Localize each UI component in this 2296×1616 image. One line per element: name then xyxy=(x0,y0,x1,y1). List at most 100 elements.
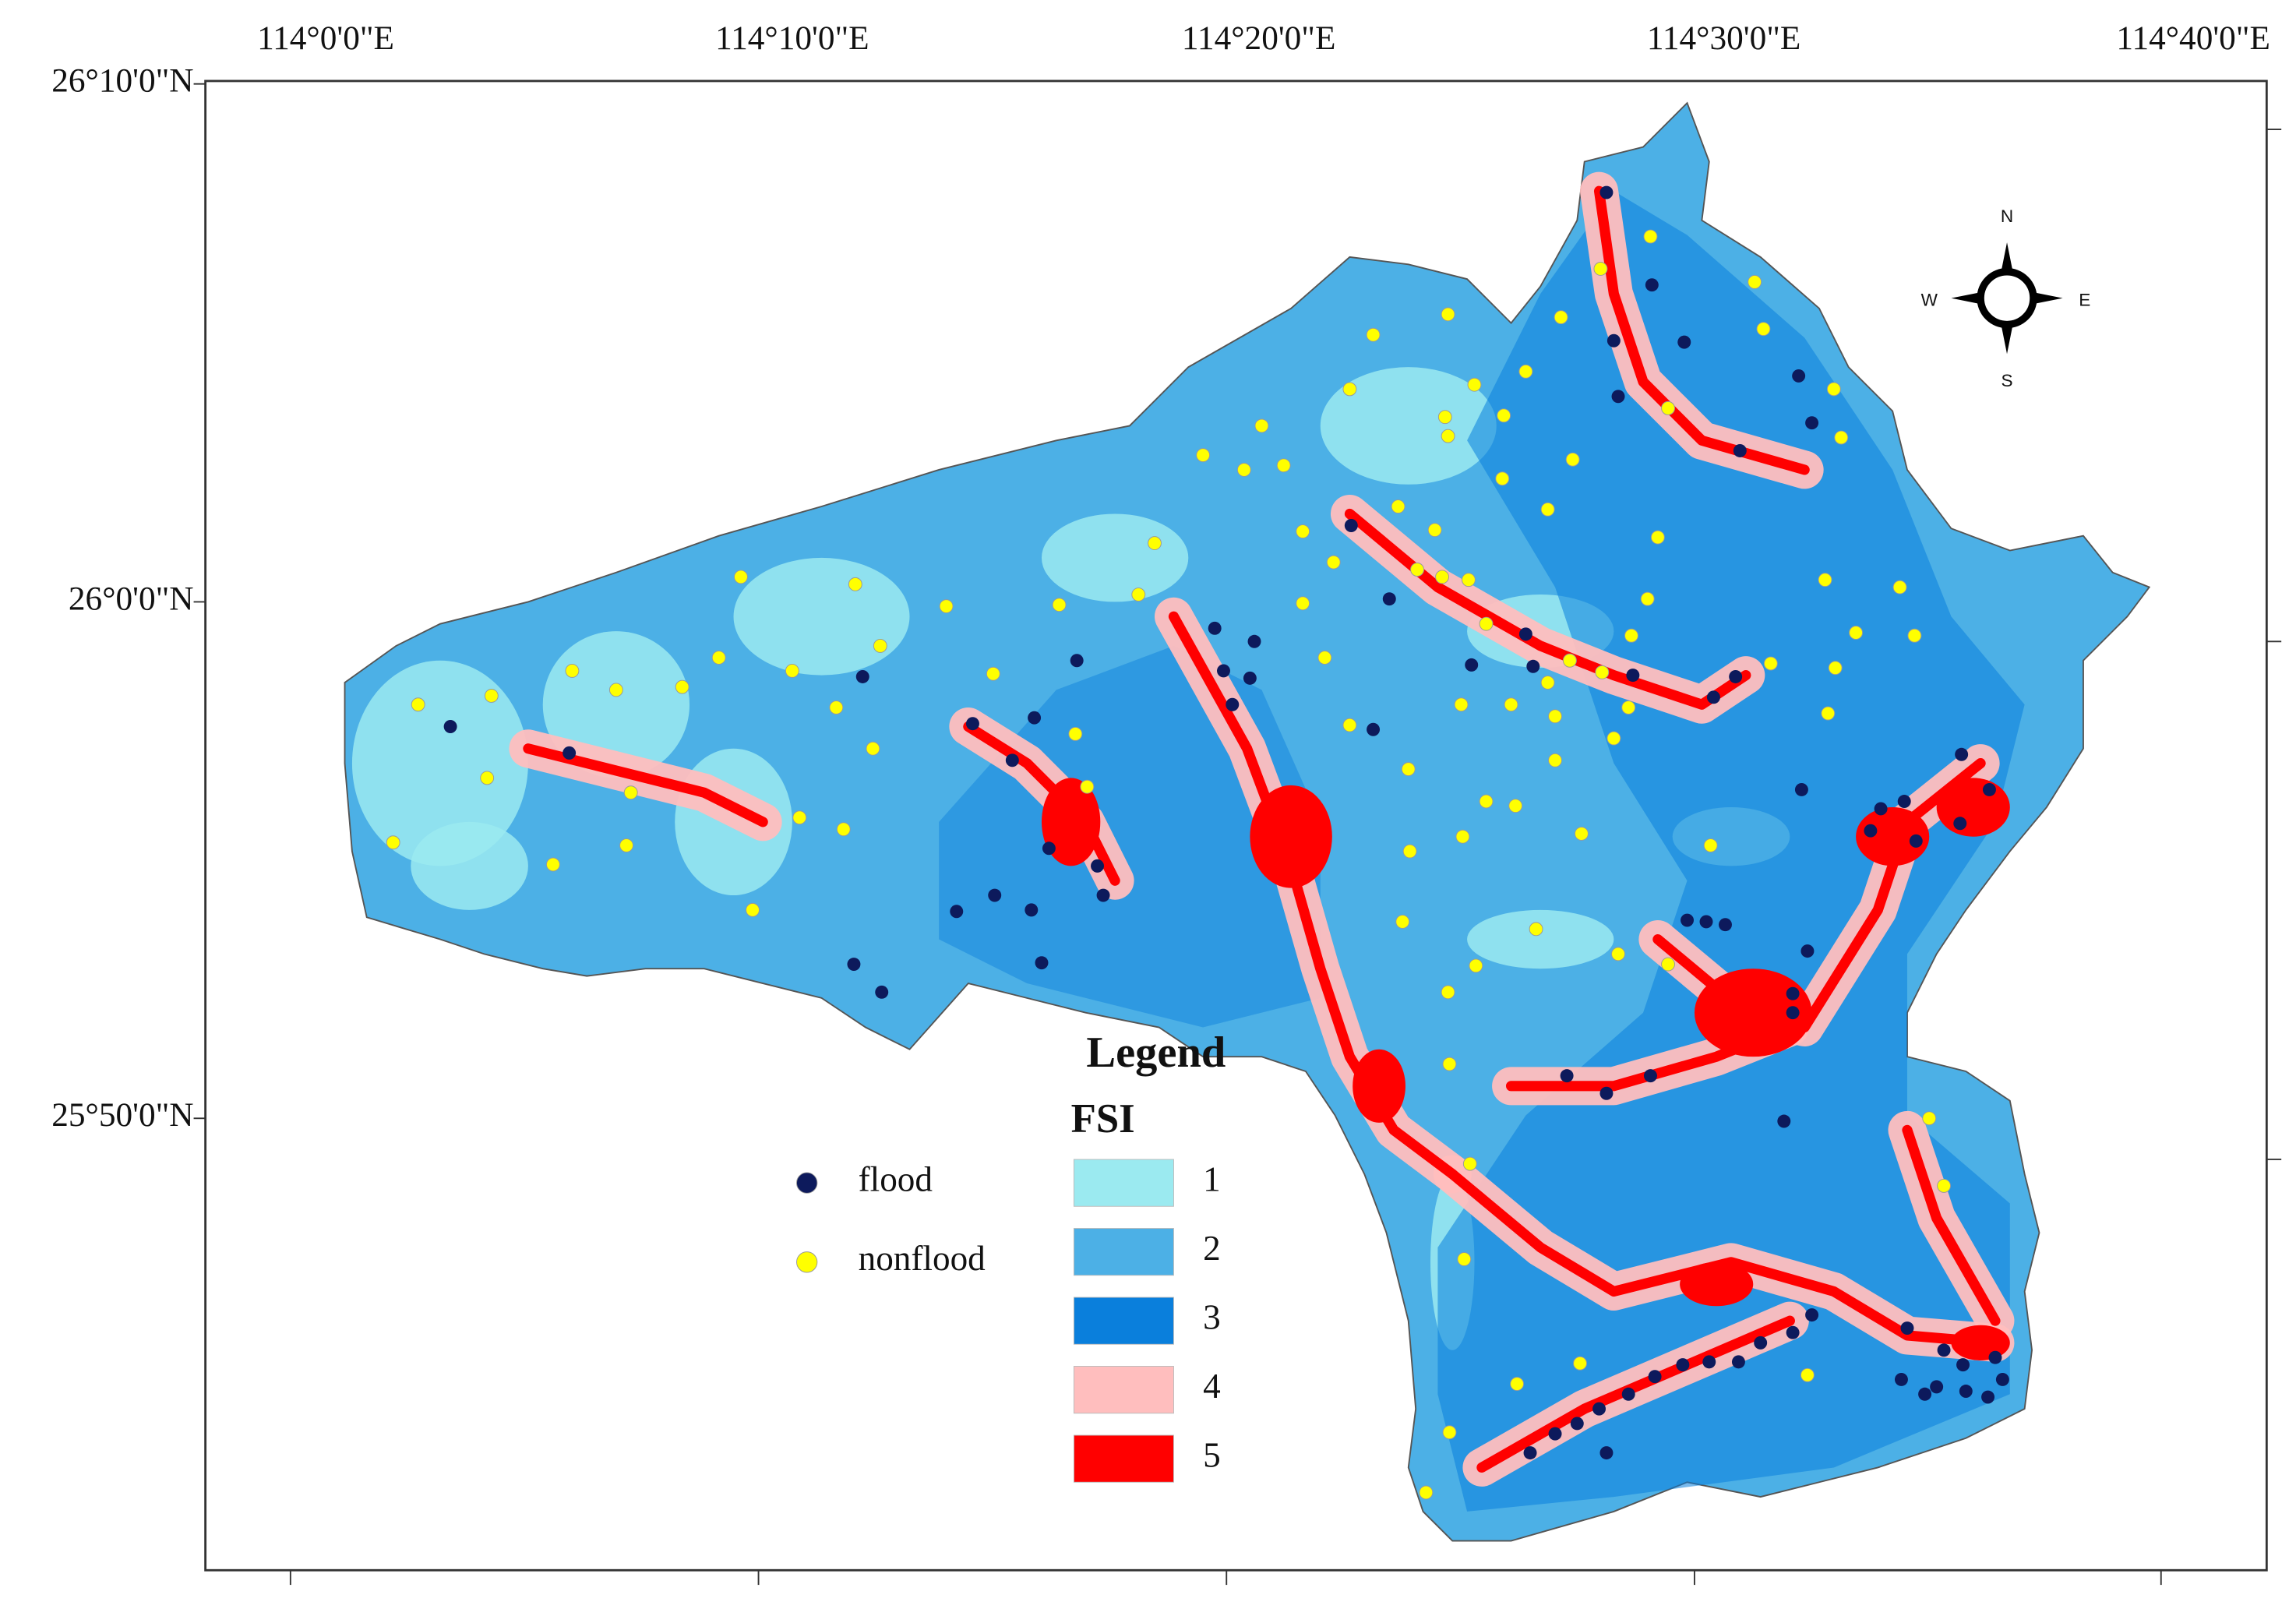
flood-point xyxy=(1217,664,1230,678)
basin xyxy=(344,101,2151,1542)
flood-point xyxy=(1956,1358,1970,1372)
nonflood-point xyxy=(829,700,844,714)
flood-point xyxy=(1523,1446,1537,1460)
nonflood-point xyxy=(1342,718,1357,732)
flood-point xyxy=(1606,333,1621,348)
nonflood-point xyxy=(1442,1425,1457,1440)
fsi-class-label: 2 xyxy=(1203,1229,1221,1268)
compass-w: W xyxy=(1921,290,1938,309)
nonflood-point xyxy=(1457,1252,1472,1266)
fsi-class-label: 4 xyxy=(1203,1367,1221,1406)
fsi-class-1-area xyxy=(411,821,528,910)
nonflood-point xyxy=(1624,628,1638,643)
fsi-class-1-area xyxy=(1467,909,1614,969)
flood-point xyxy=(1786,1325,1800,1339)
flood-point xyxy=(1611,390,1625,404)
nonflood-point xyxy=(1462,1156,1477,1171)
nonflood-point xyxy=(1748,274,1762,289)
nonflood-point xyxy=(986,666,1000,681)
nonflood-point xyxy=(1296,596,1310,611)
flood-point xyxy=(1247,634,1261,648)
nonflood-point xyxy=(1540,502,1555,517)
nonflood-point xyxy=(1661,400,1675,415)
flood-point xyxy=(563,746,577,760)
longitude-label: 114°40'0"E xyxy=(2116,19,2270,57)
flood-point xyxy=(1800,944,1815,958)
longitude-label: 114°20'0"E xyxy=(1182,19,1336,57)
latitude-label: 25°50'0"N xyxy=(51,1096,193,1134)
nonflood-point xyxy=(1800,1367,1815,1382)
nonflood-point xyxy=(1196,448,1211,463)
flood-point xyxy=(1592,1402,1606,1416)
fsi-class-5-zone xyxy=(1250,785,1332,888)
flood-point xyxy=(1981,1390,1995,1404)
fsi-class-5-zone xyxy=(1856,807,1930,866)
nonflood-point xyxy=(1661,957,1675,972)
nonflood-point xyxy=(1052,598,1067,612)
nonflood-point xyxy=(1467,377,1482,392)
nonflood-point xyxy=(1441,307,1455,322)
flood-point xyxy=(1382,592,1396,606)
nonflood-point xyxy=(623,785,638,800)
flood-point xyxy=(443,720,457,733)
fsi-class-label: 5 xyxy=(1203,1436,1221,1475)
flood-point xyxy=(1035,956,1049,970)
fsi-class-1-area xyxy=(542,631,690,778)
flood-point xyxy=(1792,369,1806,383)
flood-point xyxy=(1005,753,1019,767)
flood-point xyxy=(1096,888,1110,902)
flood-point xyxy=(1900,1321,1914,1335)
compass-n: N xyxy=(2001,206,2013,226)
nonflood-point xyxy=(1922,1111,1937,1126)
flood-point xyxy=(1465,658,1479,672)
legend-point-label: flood xyxy=(859,1159,933,1198)
flood-point xyxy=(1599,185,1614,199)
nonflood-point xyxy=(1650,530,1665,545)
nonflood-point xyxy=(1640,591,1655,606)
nonflood-point xyxy=(1510,1377,1525,1392)
fsi-class-3-area xyxy=(1437,191,2025,1512)
nonflood-point xyxy=(873,638,887,653)
nonflood-point xyxy=(1441,429,1455,443)
latitude-label: 26°10'0"N xyxy=(51,62,193,100)
nonflood-point xyxy=(1317,651,1332,665)
nonflood-point xyxy=(1402,844,1417,859)
nonflood-point xyxy=(1834,430,1849,445)
nonflood-point xyxy=(1907,628,1922,643)
flood-point xyxy=(847,958,861,972)
flood-point xyxy=(1794,782,1808,796)
nonflood-point xyxy=(1391,499,1405,513)
nonflood-point xyxy=(1276,458,1291,473)
flood-point xyxy=(1786,986,1800,1000)
flood-point xyxy=(1677,335,1691,349)
nonflood-point xyxy=(711,651,726,665)
flood-point xyxy=(1894,1372,1908,1386)
nonflood-point xyxy=(1504,697,1518,712)
nonflood-point xyxy=(1441,985,1455,1000)
nonflood-point xyxy=(1148,536,1162,551)
nonflood-point xyxy=(939,599,954,614)
nonflood-point xyxy=(1455,829,1470,844)
nonflood-point xyxy=(1575,827,1589,841)
nonflood-point xyxy=(1643,229,1658,244)
nonflood-point xyxy=(1606,731,1621,746)
flood-point xyxy=(1706,690,1720,704)
fsi-class-5-zone xyxy=(523,743,768,827)
nonflood-point xyxy=(1401,762,1416,777)
flood-point xyxy=(1897,795,1911,808)
flood-point xyxy=(1621,1387,1635,1401)
flood-point xyxy=(1648,1370,1662,1384)
nonflood-point xyxy=(1548,753,1562,767)
flood-point xyxy=(965,717,979,731)
flood-point xyxy=(1930,1380,1944,1394)
nonflood-point xyxy=(1554,310,1568,325)
flood-point xyxy=(1344,519,1358,532)
fsi-class-5-zone xyxy=(1902,1124,2001,1326)
legend-point-marker xyxy=(796,1172,818,1194)
nonflood-point xyxy=(565,663,580,678)
nonflood-point xyxy=(1548,709,1562,724)
legend-point-label: nonflood xyxy=(859,1239,986,1278)
flood-point xyxy=(1918,1387,1932,1401)
flood-point xyxy=(1959,1385,1973,1398)
fsi-swatch xyxy=(1073,1228,1174,1276)
